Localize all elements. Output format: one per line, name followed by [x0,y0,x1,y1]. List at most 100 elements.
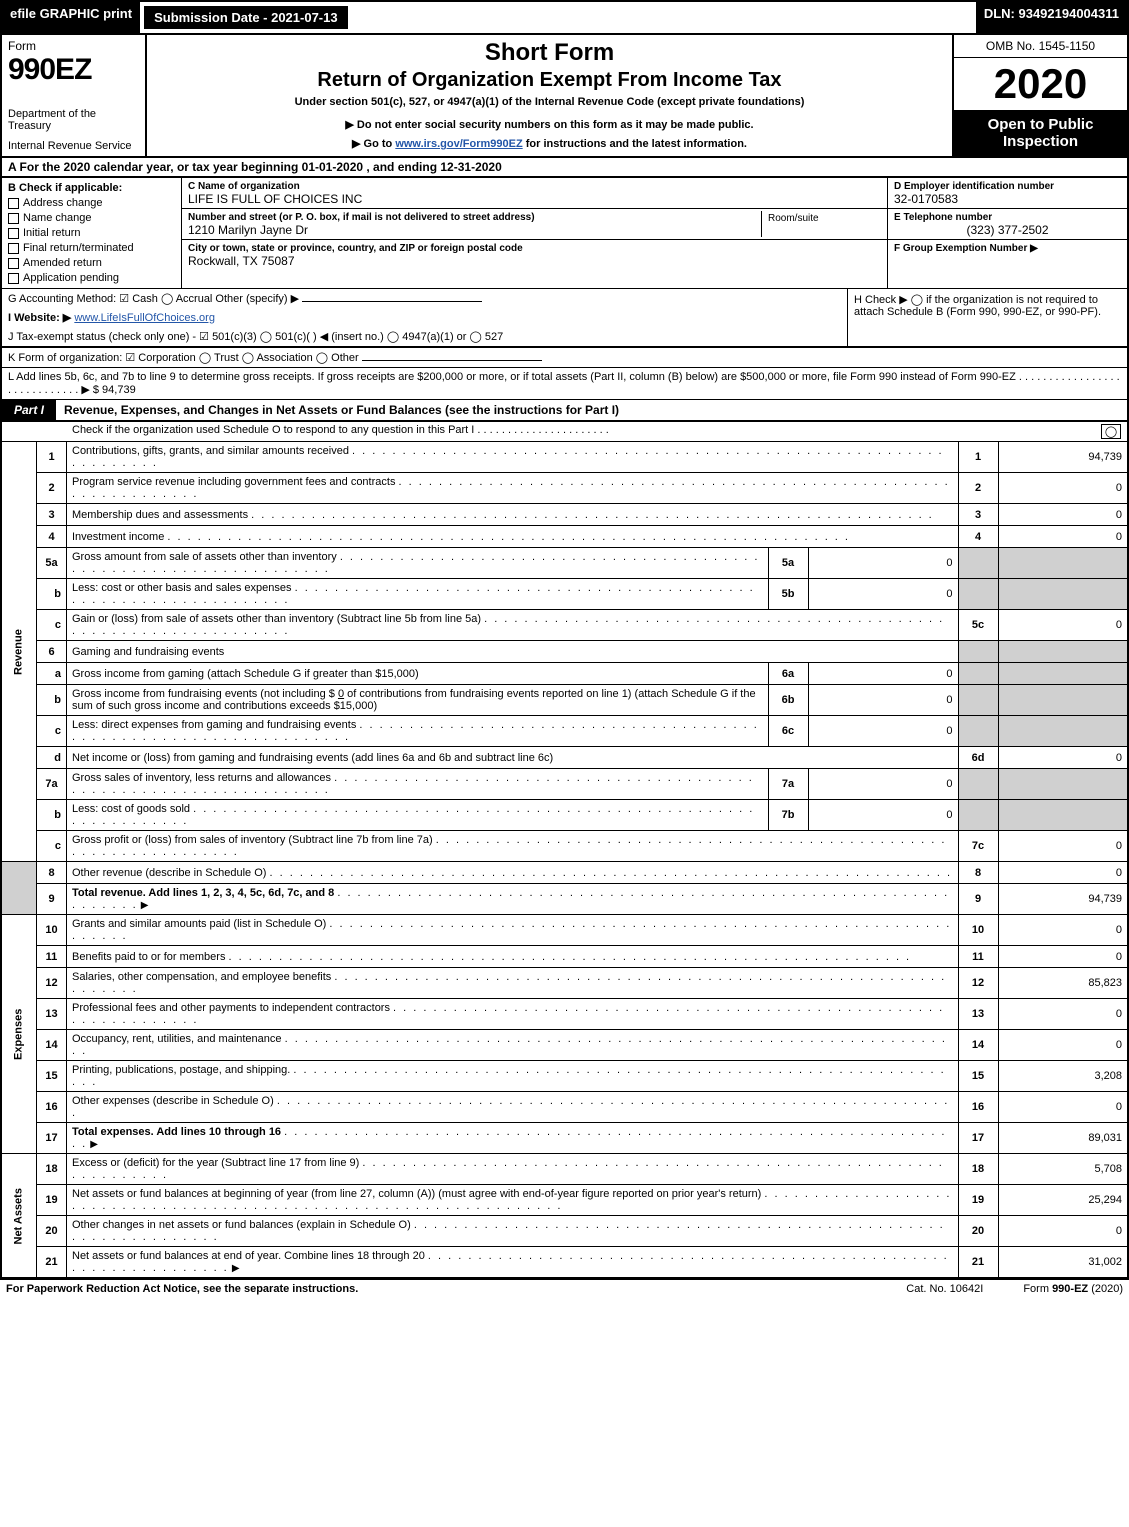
line-rnum: 14 [958,1030,998,1061]
line-value: 31,002 [998,1247,1128,1279]
grey-cell [958,579,998,610]
line-rnum: 12 [958,968,998,999]
row-ghij: G Accounting Method: ☑ Cash ◯ Accrual Ot… [0,288,1129,348]
line-desc: Net income or (loss) from gaming and fun… [72,752,553,764]
line-6: 6 Gaming and fundraising events [1,641,1128,663]
chk-name-change[interactable]: Name change [8,212,175,224]
line-value: 0 [998,862,1128,884]
website-link[interactable]: www.LifeIsFullOfChoices.org [74,312,215,324]
line-value: 0 [998,610,1128,641]
goto-link[interactable]: www.irs.gov/Form990EZ [395,138,522,150]
line-rnum: 8 [958,862,998,884]
line-num: b [37,800,67,831]
checkbox-icon [8,198,19,209]
short-form-title: Short Form [157,39,942,67]
line-desc: Less: direct expenses from gaming and fu… [72,719,356,731]
sub-num: 6a [768,663,808,685]
line-rnum: 3 [958,504,998,526]
part1-subtitle: Check if the organization used Schedule … [0,422,1129,441]
line-rnum: 20 [958,1216,998,1247]
line-18: Net Assets 18 Excess or (deficit) for th… [1,1154,1128,1185]
part1-title: Revenue, Expenses, and Changes in Net As… [56,400,1127,420]
dln: DLN: 93492194004311 [976,2,1127,33]
sub-value: 0 [808,548,958,579]
line-value: 5,708 [998,1154,1128,1185]
arrow-icon: ▶ [141,900,149,911]
line-6b: b Gross income from fundraising events (… [1,685,1128,716]
efile-graphic-print[interactable]: efile GRAPHIC print [2,2,140,33]
line-desc: Less: cost or other basis and sales expe… [72,582,292,594]
part1-table: Revenue 1 Contributions, gifts, grants, … [0,441,1129,1279]
grey-cell [958,685,998,716]
form-ref: Form 990-EZ (2020) [1023,1283,1123,1295]
grey-cell [998,716,1128,747]
line-rnum: 15 [958,1061,998,1092]
line-11: 11 Benefits paid to or for members 11 0 [1,946,1128,968]
form-label: Form [8,39,139,53]
line-16: 16 Other expenses (describe in Schedule … [1,1092,1128,1123]
line-num: 5a [37,548,67,579]
line-value: 0 [998,1092,1128,1123]
line-desc: Benefits paid to or for members [72,951,225,963]
line-desc: Membership dues and assessments [72,509,248,521]
checkbox-icon [8,243,19,254]
form-header: Form 990EZ Department of the Treasury In… [0,33,1129,158]
line-desc: Printing, publications, postage, and shi… [72,1064,290,1076]
k-text: K Form of organization: ☑ Corporation ◯ … [8,352,359,364]
line-num: 14 [37,1030,67,1061]
line-value: 0 [998,946,1128,968]
line-desc: Gaming and fundraising events [67,641,959,663]
line-desc: Gross sales of inventory, less returns a… [72,772,331,784]
line-desc: Other expenses (describe in Schedule O) [72,1095,274,1107]
page-footer: For Paperwork Reduction Act Notice, see … [0,1279,1129,1298]
line-num: 2 [37,473,67,504]
line-num: 13 [37,999,67,1030]
line-num: 6 [37,641,67,663]
line-num: 3 [37,504,67,526]
under-section: Under section 501(c), 527, or 4947(a)(1)… [157,96,942,108]
line-value: 3,208 [998,1061,1128,1092]
line-desc: Less: cost of goods sold [72,803,190,815]
grey-cell [998,579,1128,610]
col-c-name-address: C Name of organization LIFE IS FULL OF C… [182,178,887,288]
chk-initial-return[interactable]: Initial return [8,227,175,239]
block-bcdef: B Check if applicable: Address change Na… [0,178,1129,288]
line-value: 0 [998,999,1128,1030]
line-value: 85,823 [998,968,1128,999]
grey-cell [958,769,998,800]
line-num: 11 [37,946,67,968]
part1-header: Part I Revenue, Expenses, and Changes in… [0,399,1129,422]
line-rnum: 13 [958,999,998,1030]
line-19: 19 Net assets or fund balances at beginn… [1,1185,1128,1216]
arrow-icon: ▶ [232,1263,240,1274]
k-underline [362,360,542,361]
line-desc: Salaries, other compensation, and employ… [72,971,331,983]
part1-checkbox[interactable]: ◯ [1101,424,1121,439]
line-rnum: 1 [958,442,998,473]
checkbox-icon [8,213,19,224]
line-num: 8 [37,862,67,884]
line-rnum: 5c [958,610,998,641]
grey-cell [958,716,998,747]
chk-amended-return[interactable]: Amended return [8,257,175,269]
line-num: 16 [37,1092,67,1123]
grey-cell [958,641,998,663]
side-blank [1,862,37,915]
line-2: 2 Program service revenue including gove… [1,473,1128,504]
col-b-check-applicable: B Check if applicable: Address change Na… [2,178,182,288]
chk-label: Initial return [23,227,80,239]
line-rnum: 19 [958,1185,998,1216]
d-ein-value: 32-0170583 [894,192,1121,206]
chk-final-return[interactable]: Final return/terminated [8,242,175,254]
line-10: Expenses 10 Grants and similar amounts p… [1,915,1128,946]
f-group-label: F Group Exemption Number ▶ [894,243,1038,254]
grey-cell [998,769,1128,800]
sub-value: 0 [808,716,958,747]
l-gross-receipts: L Add lines 5b, 6c, and 7b to line 9 to … [0,368,1129,399]
chk-application-pending[interactable]: Application pending [8,272,175,284]
line-desc: Gross income from gaming (attach Schedul… [72,668,419,680]
org-address: 1210 Marilyn Jayne Dr [188,223,308,237]
sub-num: 7a [768,769,808,800]
chk-address-change[interactable]: Address change [8,197,175,209]
line-rnum: 2 [958,473,998,504]
